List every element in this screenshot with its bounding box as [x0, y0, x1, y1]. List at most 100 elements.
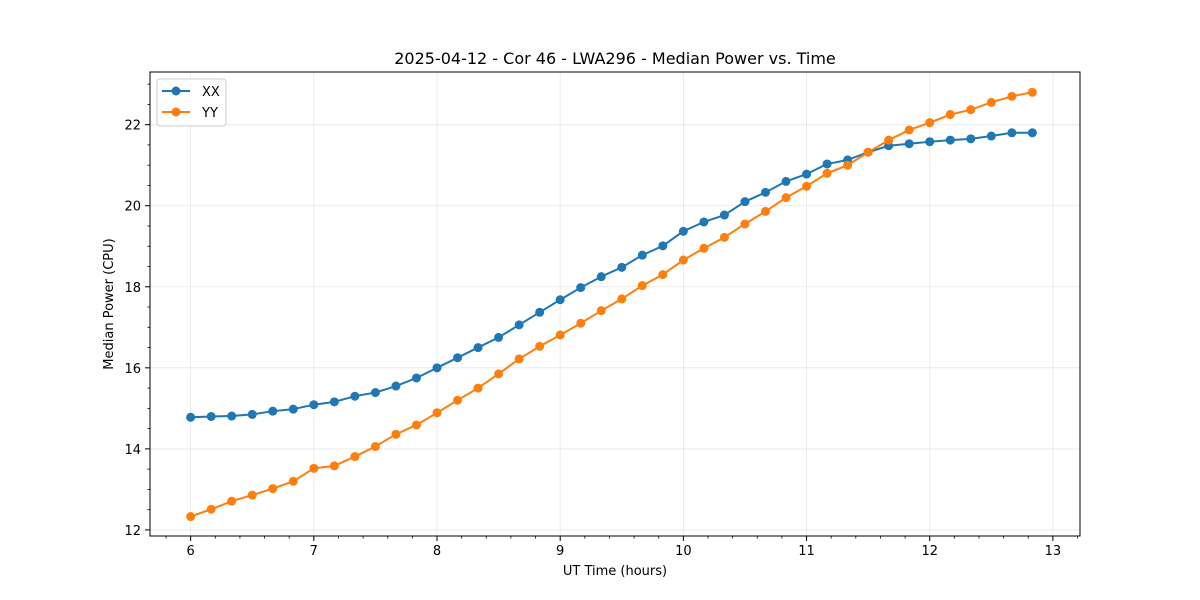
- data-point-xx: [288, 404, 298, 414]
- data-point-yy: [678, 255, 688, 265]
- data-point-yy: [555, 330, 565, 340]
- x-tick-label: 10: [675, 544, 692, 559]
- data-point-xx: [350, 391, 360, 401]
- series-xx: [186, 128, 1037, 422]
- data-point-yy: [247, 490, 257, 500]
- data-point-yy: [494, 369, 504, 379]
- data-point-yy: [309, 463, 319, 473]
- data-point-yy: [617, 294, 627, 304]
- legend-marker: [171, 107, 181, 117]
- data-point-xx: [637, 250, 647, 260]
- y-tick-label: 20: [124, 200, 141, 215]
- data-point-yy: [843, 160, 853, 170]
- y-axis: 12 14 16 18 20 22: [124, 83, 150, 539]
- y-tick-label: 16: [124, 362, 141, 377]
- x-axis-label: UT Time (hours): [563, 564, 667, 579]
- y-tick-label: 14: [124, 443, 141, 458]
- data-point-yy: [740, 219, 750, 229]
- data-point-yy: [596, 306, 606, 316]
- y-tick-label: 22: [124, 119, 141, 134]
- series-line-yy: [190, 91, 1033, 518]
- data-point-xx: [576, 283, 586, 293]
- data-point-xx: [740, 197, 750, 207]
- data-point-yy: [658, 270, 668, 280]
- legend: XX YY: [156, 78, 227, 127]
- data-point-yy: [411, 420, 421, 430]
- data-point-xx: [719, 210, 729, 220]
- y-tick-label: 12: [124, 524, 141, 539]
- data-point-yy: [822, 168, 832, 178]
- data-point-yy: [432, 408, 442, 418]
- data-point-yy: [986, 97, 996, 107]
- data-point-xx: [268, 406, 278, 416]
- data-point-yy: [535, 341, 545, 351]
- data-point-xx: [186, 412, 196, 422]
- data-point-xx: [1007, 128, 1017, 138]
- legend-label: XX: [202, 85, 220, 100]
- data-point-xx: [494, 332, 504, 342]
- data-point-yy: [227, 496, 237, 506]
- data-point-yy: [288, 476, 298, 486]
- x-axis: 6 7 8 9 10 11 12 13: [165, 536, 1078, 559]
- y-tick-label: 18: [124, 281, 141, 296]
- data-point-xx: [473, 343, 483, 353]
- data-point-xx: [904, 139, 914, 149]
- data-point-xx: [925, 137, 935, 147]
- data-point-xx: [1027, 128, 1037, 138]
- data-point-xx: [391, 381, 401, 391]
- x-tick-label: 12: [921, 544, 938, 559]
- data-point-yy: [1007, 91, 1017, 101]
- data-point-xx: [453, 353, 463, 363]
- data-point-yy: [781, 193, 791, 203]
- data-point-xx: [760, 187, 770, 197]
- data-point-xx: [329, 397, 339, 407]
- data-point-xx: [514, 320, 524, 330]
- data-point-yy: [576, 318, 586, 328]
- data-point-xx: [966, 134, 976, 144]
- data-point-yy: [699, 243, 709, 253]
- data-point-yy: [637, 281, 647, 291]
- data-point-xx: [227, 411, 237, 421]
- data-point-xx: [945, 135, 955, 145]
- data-point-yy: [391, 429, 401, 439]
- data-point-yy: [370, 441, 380, 451]
- data-point-yy: [945, 110, 955, 120]
- data-point-yy: [350, 452, 360, 462]
- data-point-xx: [411, 373, 421, 383]
- x-tick-label: 8: [433, 544, 441, 559]
- data-point-xx: [658, 241, 668, 251]
- data-point-yy: [760, 206, 770, 216]
- x-tick-label: 11: [798, 544, 815, 559]
- x-tick-label: 6: [187, 544, 195, 559]
- data-point-xx: [247, 409, 257, 419]
- data-point-yy: [206, 504, 216, 514]
- data-point-yy: [453, 395, 463, 405]
- data-point-yy: [473, 383, 483, 393]
- x-tick-label: 9: [556, 544, 564, 559]
- data-point-yy: [863, 147, 873, 157]
- x-tick-label: 7: [310, 544, 318, 559]
- data-point-xx: [309, 400, 319, 410]
- data-point-xx: [802, 169, 812, 179]
- data-point-xx: [432, 363, 442, 373]
- legend-item-yy: YY: [162, 106, 218, 121]
- data-point-yy: [904, 125, 914, 135]
- chart-title: 2025-04-12 - Cor 46 - LWA296 - Median Po…: [394, 49, 836, 68]
- series-yy: [186, 87, 1037, 522]
- data-point-yy: [1027, 87, 1037, 97]
- data-point-xx: [596, 272, 606, 282]
- x-tick-label: 13: [1045, 544, 1062, 559]
- y-axis-label: Median Power (CPU): [102, 238, 117, 369]
- data-point-xx: [822, 159, 832, 169]
- data-point-xx: [206, 411, 216, 421]
- data-point-xx: [535, 307, 545, 317]
- series-layer: [186, 87, 1037, 522]
- data-point-yy: [925, 118, 935, 128]
- data-point-xx: [699, 217, 709, 227]
- data-point-yy: [268, 484, 278, 494]
- data-point-xx: [986, 131, 996, 141]
- data-point-yy: [514, 354, 524, 364]
- data-point-xx: [678, 226, 688, 236]
- legend-label: YY: [201, 106, 218, 121]
